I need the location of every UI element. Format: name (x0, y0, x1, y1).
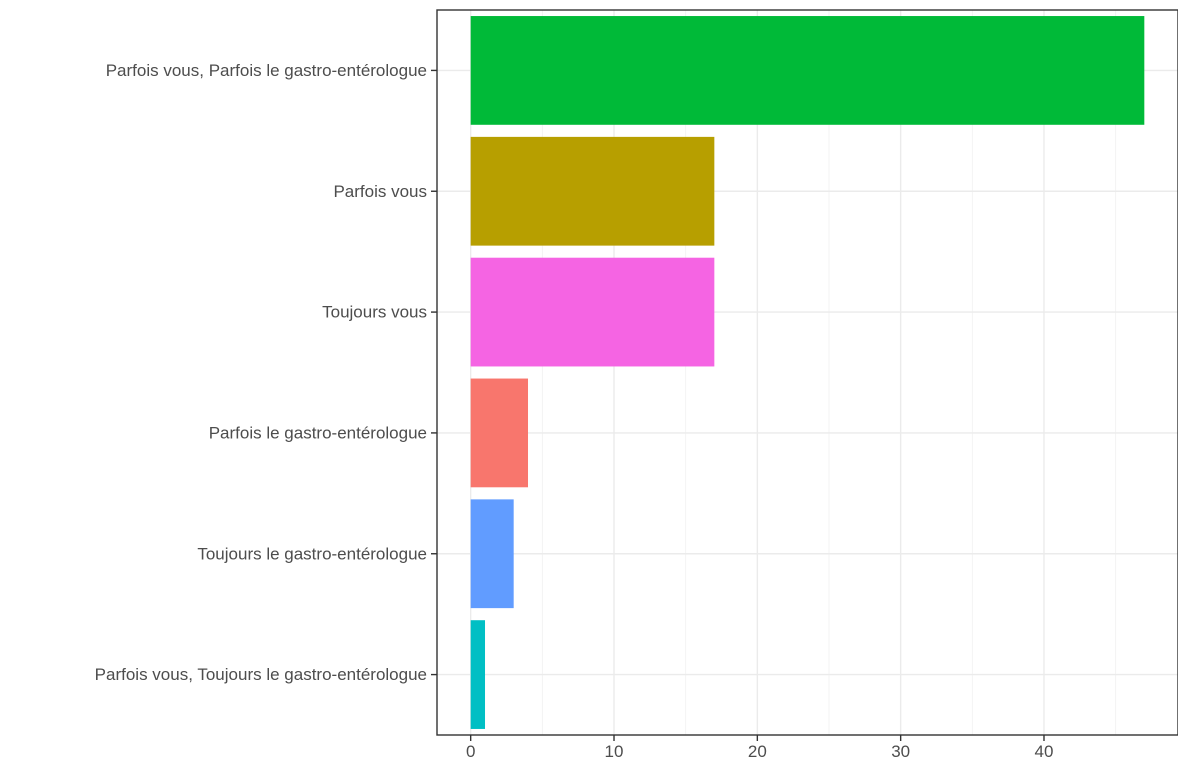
y-tick-label: Toujours le gastro-entérologue (197, 544, 427, 563)
bar (470, 499, 514, 609)
y-tick-label: Parfois vous, Parfois le gastro-entérolo… (106, 61, 427, 80)
bar (470, 136, 715, 246)
x-tick-label: 0 (466, 742, 475, 761)
x-tick-label: 20 (748, 742, 767, 761)
bar (470, 16, 1145, 125)
bar (470, 620, 486, 729)
x-tick-label: 30 (891, 742, 910, 761)
y-tick-label: Parfois vous, Toujours le gastro-entérol… (95, 665, 427, 684)
panel-border (436, 9, 1178, 736)
bars (470, 16, 1145, 729)
y-tick-label: Parfois vous (333, 182, 427, 201)
bar (470, 378, 529, 488)
bar (470, 257, 715, 367)
x-axis-ticks: 0 10 20 30 40 (466, 735, 1054, 761)
y-tick-label: Toujours vous (322, 303, 427, 322)
y-axis-ticks: Parfois vous, Parfois le gastro-entérolo… (95, 61, 437, 684)
y-tick-label: Parfois le gastro-entérologue (209, 423, 427, 442)
x-tick-label: 10 (605, 742, 624, 761)
x-tick-label: 40 (1035, 742, 1054, 761)
